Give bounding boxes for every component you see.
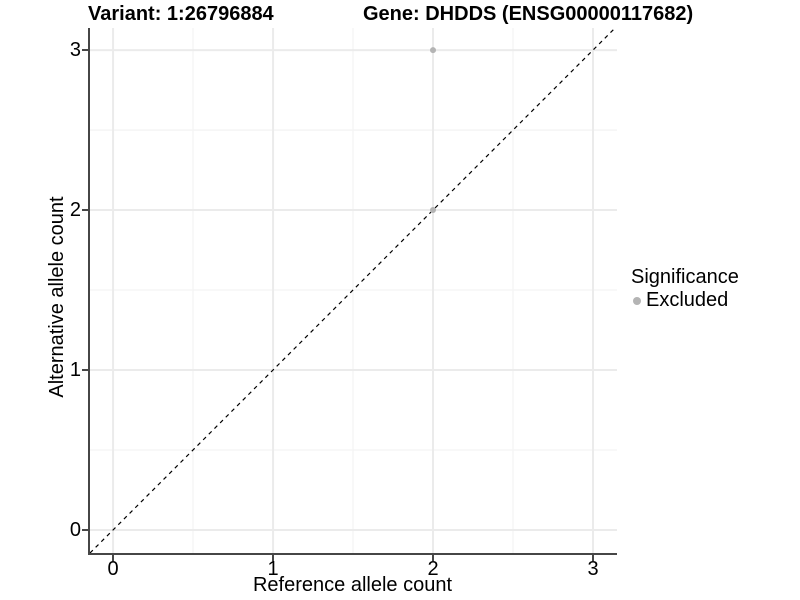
y-tick-mark [82,49,88,52]
data-point [430,207,437,214]
x-axis-title: Reference allele count [252,574,452,596]
y-tick-label: 3 [69,39,81,62]
identity-dashed-line [90,28,616,553]
data-point [430,47,437,54]
x-tick-mark [112,555,115,561]
plot-title-gene: Gene: DHDDS (ENSG00000117682) [363,3,694,25]
x-tick-mark [592,555,594,561]
x-tick-mark [272,555,275,561]
legend-entry-label: Excluded [646,289,729,311]
legend: Significance Excluded [631,266,739,312]
y-tick-label: 0 [69,518,81,541]
y-tick-mark [82,528,88,531]
x-tick-mark [432,555,434,561]
legend-entries: Excluded [631,289,739,312]
plot-panel [88,28,617,555]
y-tick-mark [82,209,88,212]
y-tick-mark [82,369,88,371]
y-tick-label: 1 [69,359,81,381]
legend-title: Significance [631,266,739,288]
x-tick-label: 0 [107,558,119,580]
plot-canvas [90,28,617,553]
legend-key-dot-icon [633,296,641,305]
legend-entry: Excluded [631,289,739,312]
plot-title-variant: Variant: 1:26796884 [88,3,274,25]
y-tick-label: 2 [69,199,81,222]
x-tick-label: 2 [427,558,439,580]
x-tick-label: 1 [267,558,279,580]
x-tick-label: 3 [587,558,599,580]
